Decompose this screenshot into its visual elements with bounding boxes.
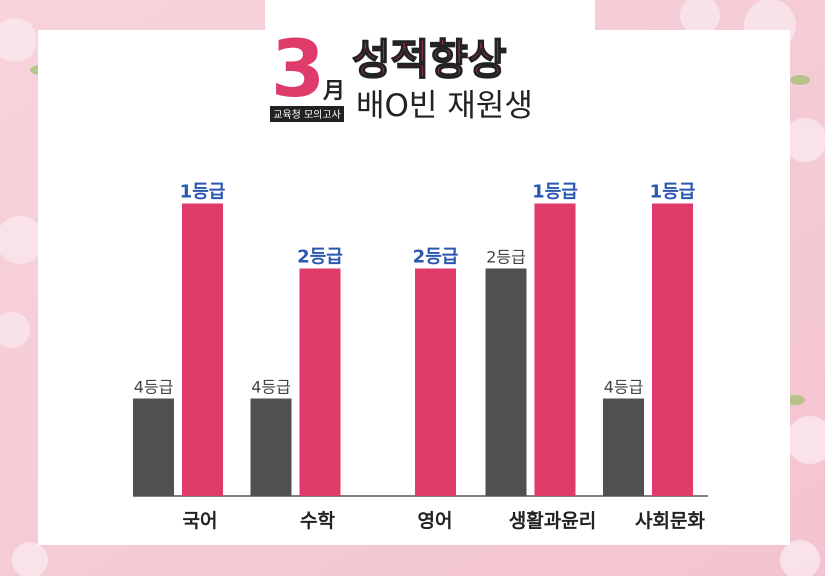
- x-tick-label: 국어: [183, 510, 218, 532]
- value-label: 1등급: [180, 182, 226, 203]
- value-label: 1등급: [532, 182, 578, 203]
- value-label: 4등급: [134, 378, 174, 397]
- panel-tab: [265, 0, 595, 30]
- x-tick-label: 생활과윤리: [509, 510, 596, 532]
- month-char: 月: [322, 79, 345, 104]
- month-number: 3: [271, 25, 325, 115]
- value-label: 4등급: [251, 378, 291, 397]
- value-label: 1등급: [650, 182, 696, 203]
- bar: [652, 203, 693, 496]
- bar: [415, 268, 456, 496]
- x-tick-label: 수학: [300, 510, 335, 532]
- bar: [299, 268, 341, 496]
- value-label: 4등급: [604, 378, 644, 397]
- bar: [133, 398, 174, 496]
- x-tick-label: 사회문화: [635, 510, 705, 532]
- value-label: 2등급: [486, 248, 526, 267]
- headline: 성적향상: [352, 35, 507, 84]
- x-tick-label: 영어: [418, 510, 453, 532]
- bar: [603, 398, 644, 496]
- bar: [250, 398, 292, 496]
- value-label: 2등급: [413, 247, 459, 268]
- badge-box: [270, 106, 344, 122]
- bar: [485, 268, 527, 496]
- badge: 교육청 모의고사: [273, 109, 341, 121]
- subheadline: 배O빈 재원생: [356, 88, 533, 124]
- bar: [182, 203, 223, 496]
- bar: [534, 203, 576, 496]
- value-label: 2등급: [297, 247, 343, 268]
